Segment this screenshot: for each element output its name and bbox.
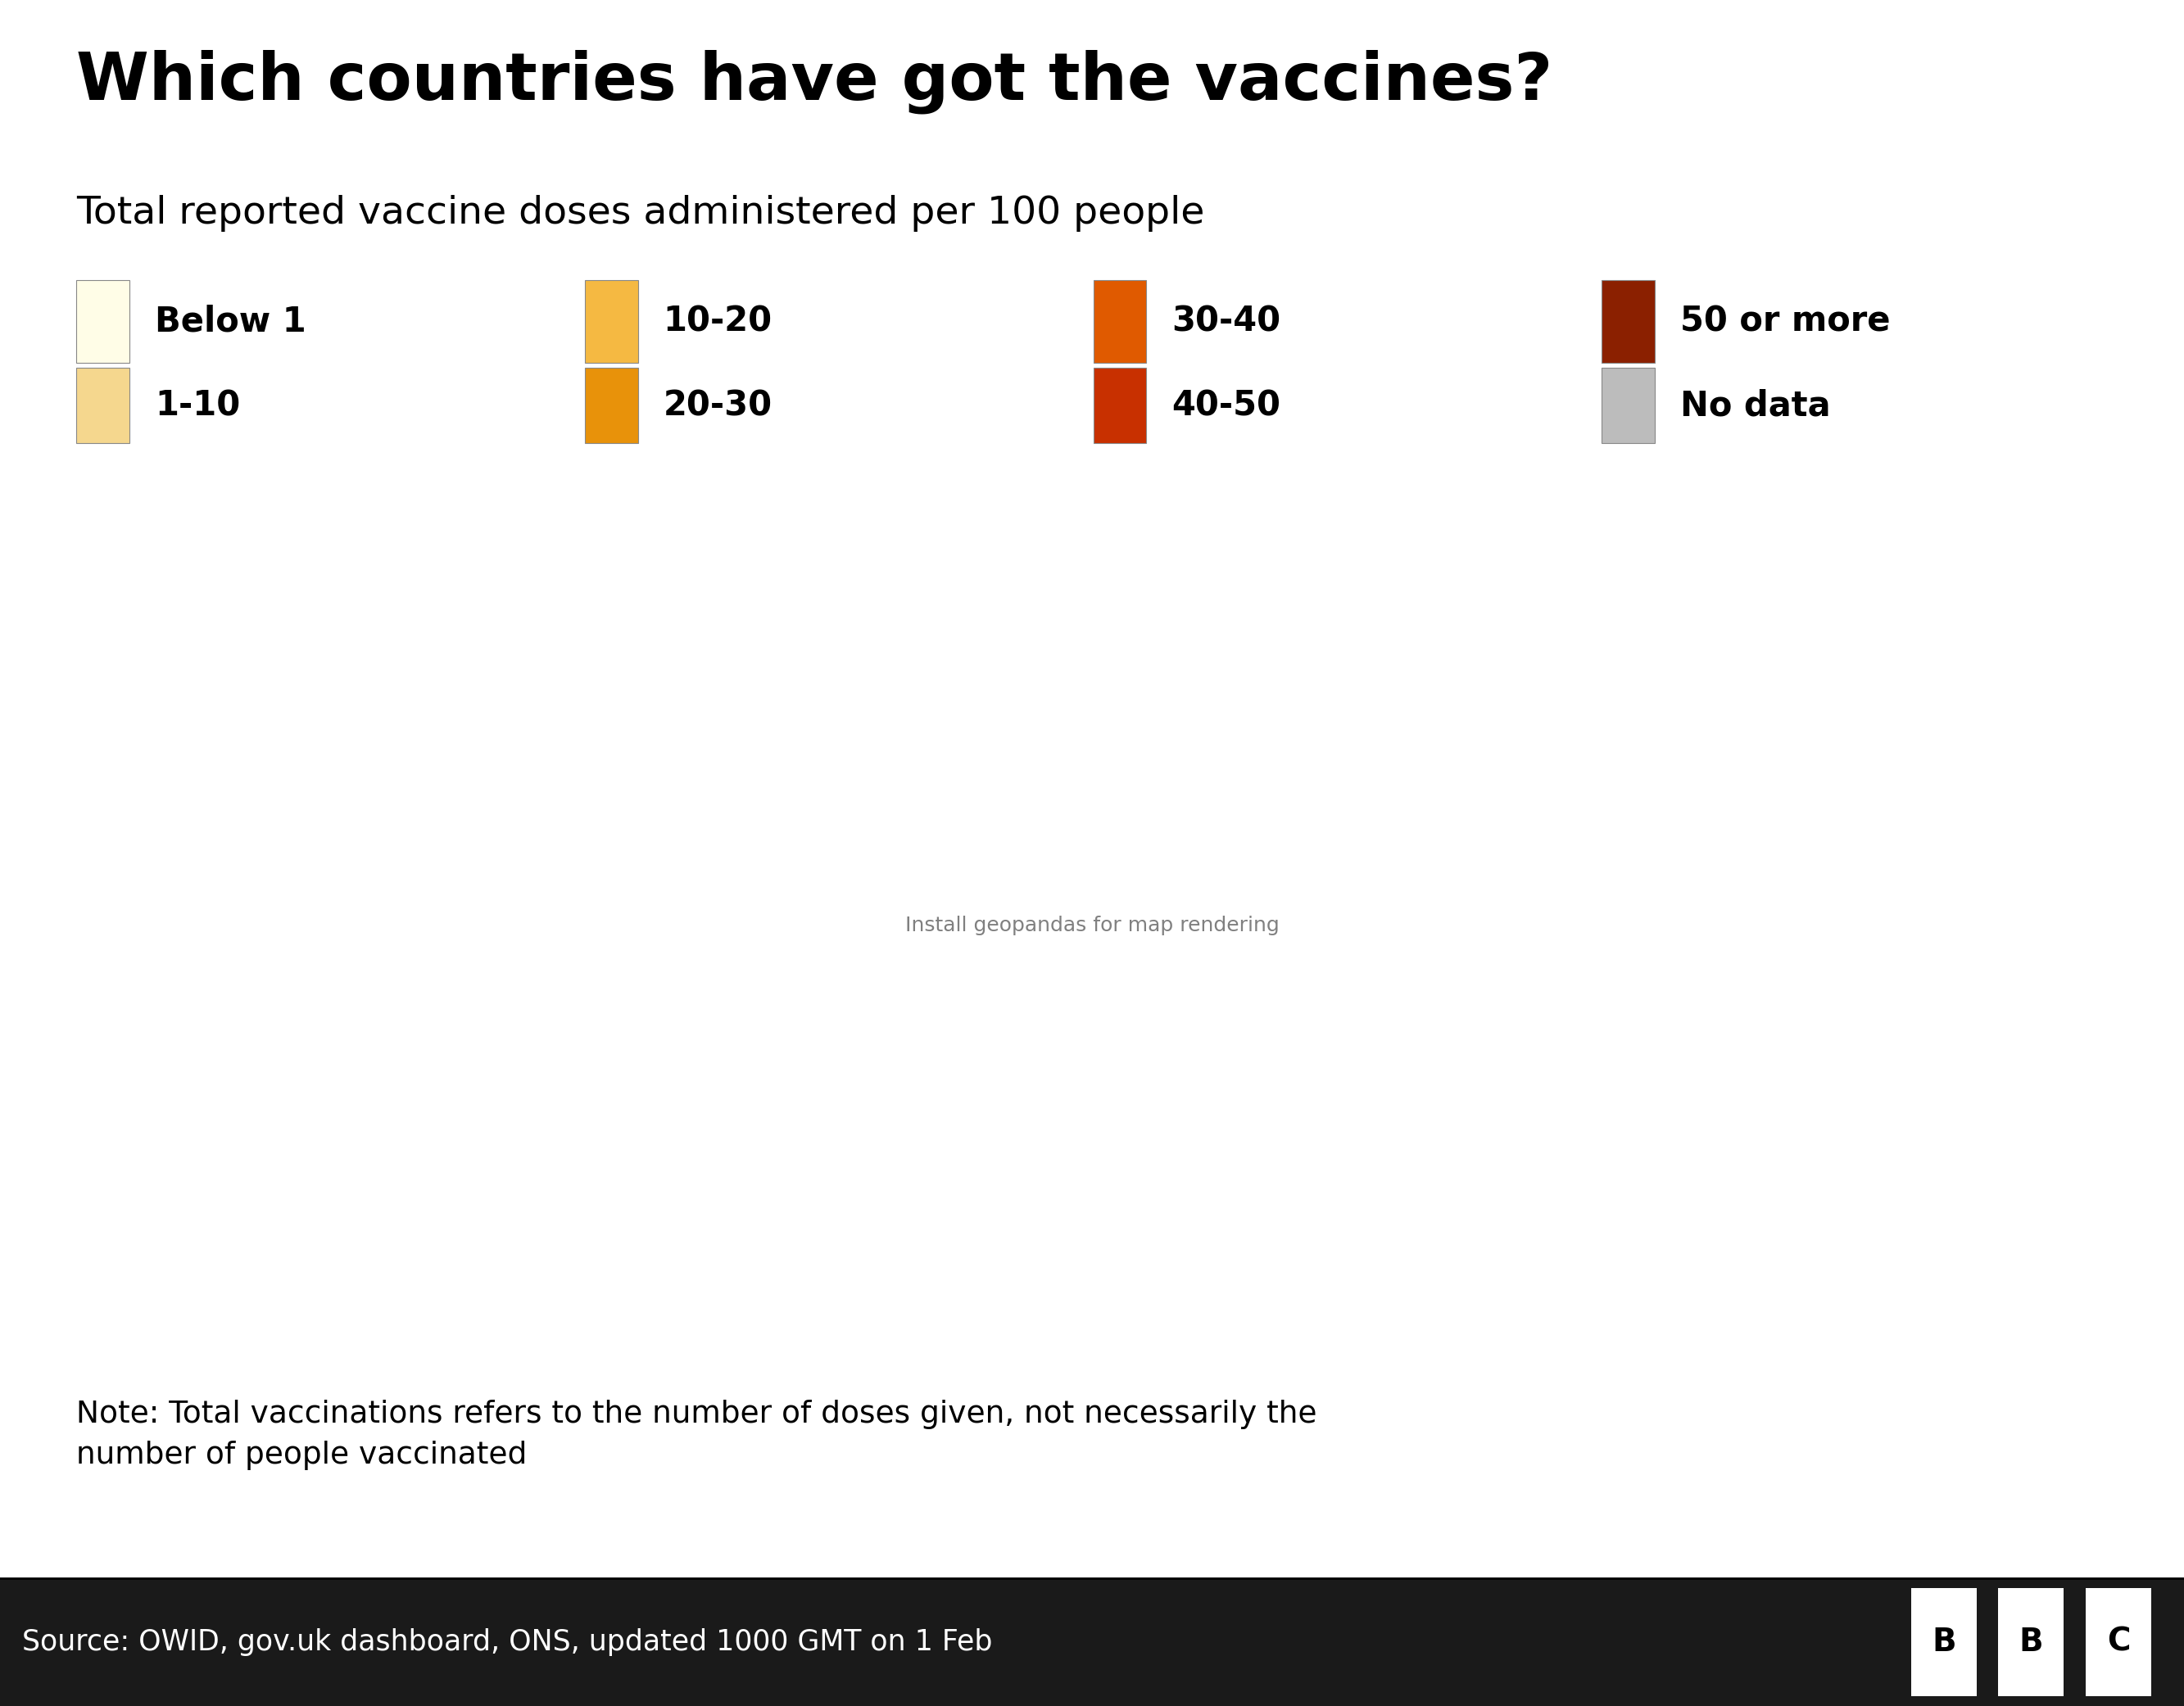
Text: Source: OWID, gov.uk dashboard, ONS, updated 1000 GMT on 1 Feb: Source: OWID, gov.uk dashboard, ONS, upd… — [22, 1628, 992, 1657]
Bar — [1094, 280, 1147, 363]
Text: Which countries have got the vaccines?: Which countries have got the vaccines? — [76, 49, 1553, 114]
Text: B: B — [2018, 1626, 2044, 1658]
Text: B: B — [1931, 1626, 1957, 1658]
Bar — [76, 280, 129, 363]
Bar — [1601, 280, 1655, 363]
Bar — [1911, 1588, 1977, 1696]
Bar — [1601, 368, 1655, 444]
Text: 50 or more: 50 or more — [1679, 304, 1891, 338]
Text: 30-40: 30-40 — [1171, 304, 1280, 338]
Text: 1-10: 1-10 — [155, 389, 240, 423]
Bar — [1094, 368, 1147, 444]
Text: Install geopandas for map rendering: Install geopandas for map rendering — [904, 916, 1280, 935]
Text: Below 1: Below 1 — [155, 304, 306, 338]
Text: Total reported vaccine doses administered per 100 people: Total reported vaccine doses administere… — [76, 194, 1206, 232]
Text: 20-30: 20-30 — [664, 389, 773, 423]
Text: C: C — [2108, 1626, 2129, 1658]
Bar — [1998, 1588, 2064, 1696]
Text: No data: No data — [1679, 389, 1830, 423]
Text: 40-50: 40-50 — [1171, 389, 1280, 423]
Bar — [2086, 1588, 2151, 1696]
Bar — [76, 368, 129, 444]
Text: 10-20: 10-20 — [664, 304, 773, 338]
Bar — [585, 368, 638, 444]
Bar — [585, 280, 638, 363]
Text: Note: Total vaccinations refers to the number of doses given, not necessarily th: Note: Total vaccinations refers to the n… — [76, 1399, 1317, 1471]
